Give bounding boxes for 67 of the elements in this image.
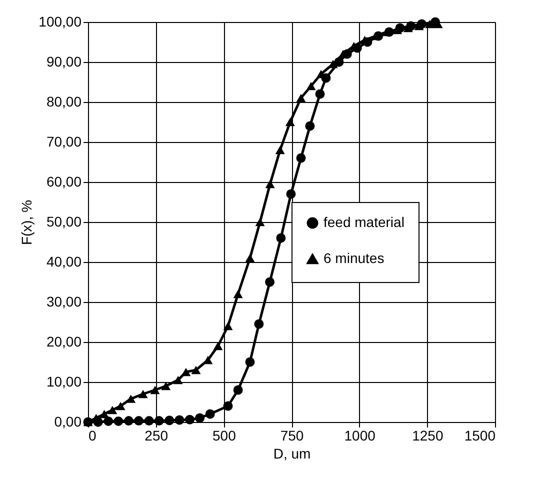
point [191, 366, 201, 374]
point [203, 356, 213, 364]
point [315, 89, 325, 99]
y-tick-label: 10,00 [46, 374, 82, 390]
point [173, 376, 183, 384]
point [296, 94, 306, 102]
point [150, 386, 160, 394]
point [296, 153, 306, 163]
y-tick-label: 100,00 [38, 14, 82, 30]
y-tick-label: 0,00 [54, 414, 82, 430]
point [213, 342, 223, 350]
point [233, 290, 243, 298]
point [254, 319, 264, 329]
point [161, 382, 171, 390]
point [285, 118, 295, 126]
x-tick-label: 1250 [412, 428, 444, 444]
point [174, 415, 184, 425]
point [275, 146, 285, 154]
point [104, 416, 114, 426]
x-tick-label: 0 [88, 428, 96, 444]
point [245, 357, 255, 367]
point [223, 322, 233, 330]
point [100, 410, 110, 418]
x-axis-title: D, um [273, 446, 311, 462]
point [233, 385, 243, 395]
point [223, 401, 233, 411]
point [255, 218, 265, 226]
point [306, 82, 316, 90]
point [286, 189, 296, 199]
point [185, 414, 194, 424]
y-tick-label: 70,00 [46, 134, 82, 150]
point [334, 57, 344, 67]
point [425, 20, 435, 28]
point [382, 28, 392, 36]
point [205, 409, 215, 419]
point [124, 416, 134, 426]
x-tick-label: 1000 [344, 428, 376, 444]
point [134, 416, 144, 426]
point [116, 402, 126, 410]
point [144, 416, 154, 426]
y-axis-title: F(x), % [18, 200, 35, 246]
point [265, 277, 275, 287]
point [126, 394, 136, 403]
point [164, 416, 174, 426]
point [195, 413, 205, 423]
point [138, 390, 148, 398]
point [108, 406, 118, 414]
y-tick-label: 90,00 [46, 54, 82, 70]
y-tick-label: 80,00 [46, 94, 82, 110]
x-tick-label: 250 [144, 428, 168, 444]
point [114, 416, 124, 426]
x-tick-label: 750 [280, 428, 304, 444]
x-tick-label: 500 [212, 428, 236, 444]
y-tick-label: 40,00 [46, 254, 82, 270]
y-tick-label: 60,00 [46, 174, 82, 190]
point [245, 254, 255, 262]
y-tick-label: 30,00 [46, 294, 82, 310]
y-tick-label: 20,00 [46, 334, 82, 350]
legend-label: 6 minutes [324, 250, 384, 266]
legend-label: feed material [324, 214, 404, 230]
x-tick-label: 1500 [464, 428, 496, 444]
y-tick-label: 50,00 [46, 214, 82, 230]
point [181, 368, 191, 376]
point [305, 121, 315, 131]
point [276, 233, 286, 243]
point [265, 180, 275, 188]
point [328, 60, 338, 68]
